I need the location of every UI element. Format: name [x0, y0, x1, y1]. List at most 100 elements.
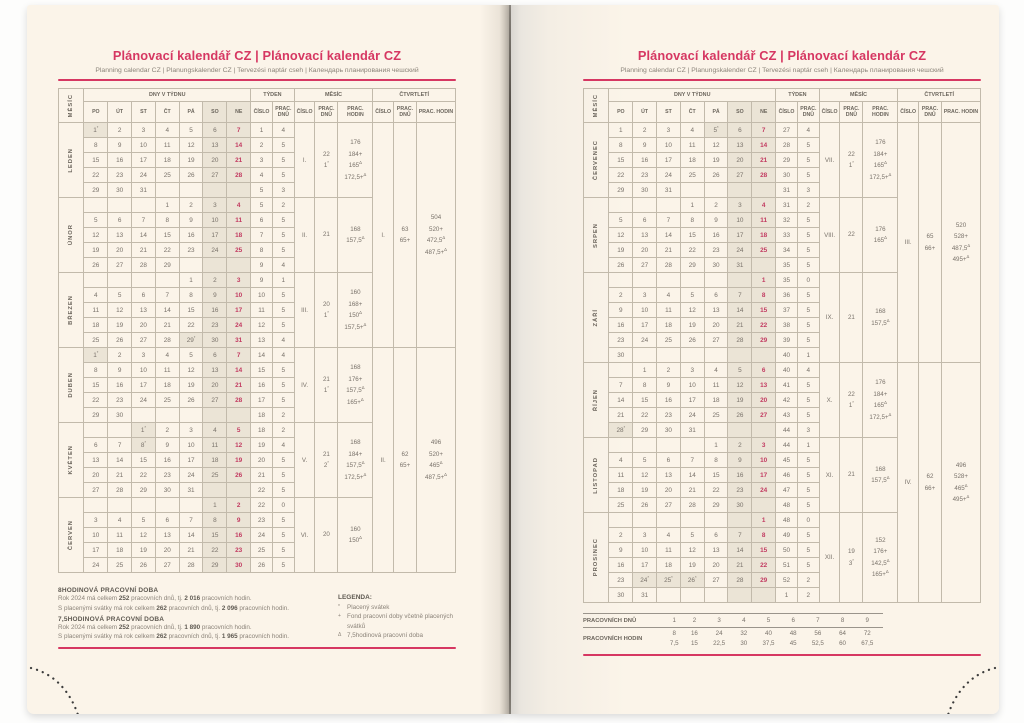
- day-cell: 16: [656, 392, 681, 408]
- day-cell: [226, 482, 252, 498]
- day-cell: 31: [131, 182, 156, 198]
- day-cell: 12: [679, 542, 705, 558]
- week-workdays-cell: 5: [796, 137, 820, 153]
- month-hours-cell: 160 150Δ: [337, 497, 374, 573]
- day-cell: 26*: [679, 572, 705, 588]
- day-cell: 7: [608, 377, 634, 393]
- day-cell: [154, 497, 180, 513]
- day-cell: [703, 512, 729, 528]
- header-day-ct: ČT: [154, 101, 180, 123]
- day-cell: 19: [131, 542, 156, 558]
- day-cell: [632, 512, 658, 528]
- header-mesic-cislo: ČÍSLO: [293, 101, 316, 123]
- week-workdays-cell: 5: [796, 317, 820, 333]
- week-number-cell: 47: [775, 482, 798, 498]
- day-cell: 8: [751, 287, 777, 303]
- day-cell: 29: [154, 257, 180, 273]
- day-cell: 25: [154, 392, 180, 408]
- day-cell: 28: [727, 332, 753, 348]
- week-workdays-cell: 5: [796, 452, 820, 468]
- right-page: Plánovací kalendář CZ | Plánovací kalend…: [511, 5, 999, 714]
- day-cell: 8*: [131, 437, 156, 453]
- day-cell: 25: [226, 242, 252, 258]
- week-workdays-cell: 0: [796, 512, 820, 528]
- day-cell: 13: [154, 527, 180, 543]
- month-number-cell: XII.: [818, 512, 841, 603]
- day-cell: 2: [178, 197, 204, 213]
- day-cell: 3: [131, 347, 156, 363]
- day-cell: 25: [656, 332, 681, 348]
- day-cell: 15: [679, 227, 705, 243]
- day-cell: 21: [608, 407, 634, 423]
- day-cell: 16: [178, 227, 204, 243]
- day-cell: 20: [83, 467, 109, 483]
- header-day-ut: ÚT: [632, 101, 658, 123]
- perforation-dots-left: [29, 666, 79, 714]
- day-cell: 20: [202, 377, 228, 393]
- week-number-cell: 50: [775, 542, 798, 558]
- day-cell: 9: [608, 542, 634, 558]
- month-hours-cell: 168 176+ 157,5Δ 165+Δ: [337, 347, 374, 423]
- day-cell: 23: [727, 482, 753, 498]
- day-cell: 17: [131, 377, 156, 393]
- week-number-cell: 35: [775, 257, 798, 273]
- legend-symbol: +: [338, 613, 341, 620]
- day-cell: 5: [178, 347, 204, 363]
- day-cell: 3: [727, 197, 753, 213]
- day-cell: 21: [226, 377, 252, 393]
- day-cell: 16: [202, 302, 228, 318]
- work-hours-line: Rok 2024 má celkem 252 pracovních dnů, t…: [58, 623, 252, 631]
- quarter-number-cell: III.: [897, 122, 919, 363]
- day-cell: 25: [751, 242, 777, 258]
- month-name-label: SRPEN: [582, 197, 610, 273]
- day-cell: [178, 407, 204, 423]
- week-workdays-cell: 1: [796, 347, 820, 363]
- week-number-cell: 30: [775, 167, 798, 183]
- day-cell: 16: [154, 452, 180, 468]
- day-cell: 29: [131, 482, 156, 498]
- week-number-cell: 22: [250, 497, 273, 513]
- quarter-days-cell: 62 65+: [392, 347, 417, 573]
- month-hours-cell: 168 157,5Δ: [862, 437, 899, 513]
- day-cell: 15: [751, 542, 777, 558]
- week-workdays-cell: 5: [796, 257, 820, 273]
- day-cell: 27: [202, 392, 228, 408]
- day-cell: 8: [202, 512, 228, 528]
- day-cell: 5: [226, 422, 252, 438]
- header-day-pa: PÁ: [703, 101, 729, 123]
- month-name-label: LISTOPAD: [582, 437, 610, 513]
- day-cell: 7: [751, 122, 777, 138]
- week-workdays-cell: 3: [796, 182, 820, 198]
- day-cell: 23: [703, 242, 729, 258]
- day-cell: 28: [679, 497, 705, 513]
- week-number-cell: 16: [250, 377, 273, 393]
- conversion-days-value: 4: [734, 613, 753, 628]
- day-cell: 30: [608, 587, 634, 603]
- day-cell: 26: [727, 407, 753, 423]
- day-cell: 25: [154, 167, 180, 183]
- day-cell: 18: [679, 152, 705, 168]
- day-cell: 26: [679, 332, 705, 348]
- day-cell: 18: [656, 557, 681, 573]
- header-tyden: TÝDEN: [775, 88, 820, 102]
- month-hours-cell: 160 168+ 150Δ 157,5+Δ: [337, 272, 374, 348]
- column-header-mesic: MĚSÍC: [582, 88, 610, 123]
- header-tyden-prac-dnu: PRAC. DNŮ: [796, 101, 820, 123]
- week-number-cell: 15: [250, 362, 273, 378]
- day-cell: 8: [178, 287, 204, 303]
- footer-rule-left: [58, 647, 456, 649]
- day-cell: 21: [107, 467, 133, 483]
- day-cell: [202, 482, 228, 498]
- day-cell: 5: [608, 212, 634, 228]
- week-number-cell: 38: [775, 317, 798, 333]
- day-cell: [83, 272, 109, 288]
- week-workdays-cell: 4: [796, 122, 820, 138]
- month-days-cell: 19 3*: [839, 512, 864, 603]
- week-workdays-cell: 5: [796, 167, 820, 183]
- day-cell: 2: [656, 362, 681, 378]
- day-cell: 21: [178, 542, 204, 558]
- day-cell: 4: [107, 512, 133, 528]
- day-cell: 24*: [632, 572, 658, 588]
- day-cell: 17: [632, 557, 658, 573]
- day-cell: 30: [703, 257, 729, 273]
